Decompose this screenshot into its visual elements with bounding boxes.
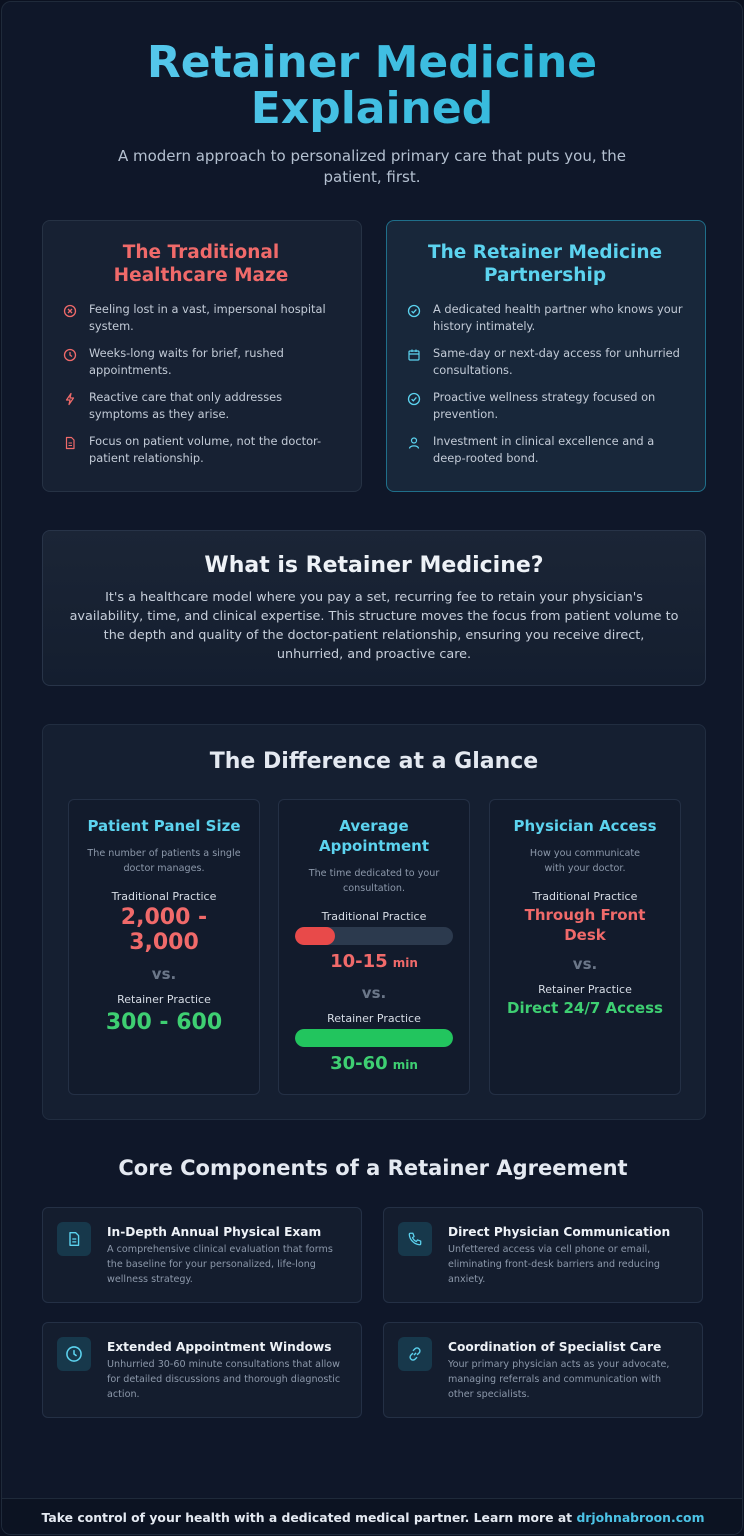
- core-item-text: A comprehensive clinical evaluation that…: [107, 1244, 333, 1285]
- appointment-trad-value: 10-15: [330, 951, 388, 972]
- core-item-text: Unfettered access via cell phone or emai…: [448, 1244, 660, 1285]
- retainer-item: Investment in clinical excellence and a …: [407, 433, 683, 467]
- retainer-item-text: Proactive wellness strategy focused on p…: [433, 390, 656, 421]
- traditional-item: Focus on patient volume, not the doctor-…: [63, 433, 339, 467]
- panel-ret-value: 300 - 600: [105, 1010, 223, 1035]
- appointment-ret-bar: [295, 1029, 453, 1047]
- panel-trad-value: 2,000 - 3,000: [120, 905, 208, 955]
- user-icon: [408, 437, 420, 449]
- document-icon: [65, 436, 75, 450]
- glance-section: The Difference at a Glance Patient Panel…: [42, 724, 706, 1120]
- clock-icon: [57, 1337, 91, 1371]
- core-item-body: Extended Appointment Windows Unhurried 3…: [107, 1337, 347, 1417]
- traditional-title: The Traditional Healthcare Maze: [113, 242, 289, 286]
- core-item-physical-exam: In-Depth Annual Physical Exam A comprehe…: [42, 1207, 362, 1303]
- appointment-vs: vs.: [361, 984, 387, 1002]
- core-item-extended-appointments: Extended Appointment Windows Unhurried 3…: [42, 1322, 362, 1418]
- core-title: Core Components of a Retainer Agreement: [118, 1156, 628, 1180]
- traditional-item: Feeling lost in a vast, impersonal hospi…: [63, 301, 339, 335]
- retainer-item: A dedicated health partner who knows you…: [407, 301, 683, 335]
- appointment-card: Average Appointment The time dedicated t…: [278, 799, 470, 1095]
- appointment-ret-readout: 30-60 min: [289, 1051, 459, 1076]
- lightning-icon: [65, 392, 75, 406]
- retainer-item: Same-day or next-day access for unhurrie…: [407, 345, 683, 379]
- appointment-ret-label: Retainer Practice: [327, 1012, 421, 1025]
- retainer-card: The Retainer Medicine Partnership A dedi…: [386, 220, 706, 492]
- traditional-item-text: Reactive care that only addresses sympto…: [89, 390, 283, 421]
- access-title: Physician Access: [513, 817, 657, 835]
- phone-icon: [398, 1222, 432, 1256]
- check-circle-icon: [407, 304, 421, 318]
- panel-ret-label: Retainer Practice: [117, 993, 211, 1006]
- core-item-title: Extended Appointment Windows: [107, 1340, 332, 1354]
- access-ret-value: Direct 24/7 Access: [507, 999, 663, 1017]
- access-vs: vs.: [572, 955, 598, 973]
- core-item-body: Coordination of Specialist Care Your pri…: [448, 1337, 688, 1417]
- definition-section: What is Retainer Medicine? It's a health…: [42, 530, 706, 686]
- definition-title: What is Retainer Medicine?: [204, 553, 544, 578]
- footer-text: Take control of your health with a dedic…: [41, 1510, 573, 1525]
- traditional-item: Reactive care that only addresses sympto…: [63, 389, 339, 423]
- panel-trad-label: Traditional Practice: [111, 890, 217, 903]
- panel-size-title: Patient Panel Size: [87, 817, 241, 835]
- footer-link[interactable]: drjohnabroon.com: [576, 1510, 705, 1525]
- core-item-title: Direct Physician Communication: [448, 1225, 671, 1239]
- retainer-item-text: A dedicated health partner who knows you…: [433, 302, 683, 333]
- traditional-item-text: Focus on patient volume, not the doctor-…: [89, 434, 322, 465]
- core-item-body: In-Depth Annual Physical Exam A comprehe…: [107, 1222, 347, 1302]
- page-title: Retainer Medicine Explained: [112, 40, 632, 132]
- access-trad-value: Through Front Desk: [524, 906, 646, 944]
- check-circle-icon: [407, 392, 421, 406]
- appointment-trad-label: Traditional Practice: [321, 910, 427, 923]
- panel-vs: vs.: [151, 965, 177, 983]
- retainer-item-text: Same-day or next-day access for unhurrie…: [433, 346, 680, 377]
- traditional-item: Weeks-long waits for brief, rushed appoi…: [63, 345, 339, 379]
- definition-body: It's a healthcare model where you pay a …: [69, 590, 679, 662]
- core-item-direct-communication: Direct Physician Communication Unfettere…: [383, 1207, 703, 1303]
- core-item-text: Your primary physician acts as your advo…: [448, 1359, 670, 1400]
- traditional-item-text: Weeks-long waits for brief, rushed appoi…: [89, 346, 284, 377]
- core-item-specialist-coordination: Coordination of Specialist Care Your pri…: [383, 1322, 703, 1418]
- access-card: Physician Access How you communicate wit…: [489, 799, 681, 1095]
- footer: Take control of your health with a dedic…: [2, 1498, 742, 1534]
- calendar-icon: [408, 349, 420, 361]
- appointment-title: Average Appointment: [318, 817, 430, 855]
- glance-title: The Difference at a Glance: [209, 749, 539, 774]
- clock-icon: [63, 348, 77, 362]
- appointment-ret-unit: min: [392, 1058, 418, 1072]
- appointment-desc: The time dedicated to your consultation.: [308, 868, 440, 894]
- appointment-trad-bar: [295, 927, 453, 945]
- access-ret-label: Retainer Practice: [538, 983, 632, 996]
- link-icon: [398, 1337, 432, 1371]
- core-item-title: In-Depth Annual Physical Exam: [107, 1225, 322, 1239]
- retainer-title: The Retainer Medicine Partnership: [427, 242, 663, 286]
- appointment-trad-bar-fill: [295, 927, 335, 945]
- panel-size-card: Patient Panel Size The number of patient…: [68, 799, 260, 1095]
- traditional-card: The Traditional Healthcare Maze Feeling …: [42, 220, 362, 492]
- page-subtitle: A modern approach to personalized primar…: [117, 147, 627, 186]
- core-item-text: Unhurried 30-60 minute consultations tha…: [107, 1359, 341, 1400]
- header: Retainer Medicine Explained A modern app…: [2, 2, 742, 188]
- appointment-ret-bar-fill: [295, 1029, 453, 1047]
- comparison-section: The Traditional Healthcare Maze Feeling …: [42, 220, 706, 492]
- core-item-title: Coordination of Specialist Care: [448, 1340, 662, 1354]
- appointment-ret-value: 30-60: [330, 1053, 388, 1074]
- retainer-item: Proactive wellness strategy focused on p…: [407, 389, 683, 423]
- access-trad-label: Traditional Practice: [532, 890, 638, 903]
- access-desc: How you communicate with your doctor.: [529, 848, 641, 874]
- traditional-item-text: Feeling lost in a vast, impersonal hospi…: [89, 302, 326, 333]
- retainer-item-text: Investment in clinical excellence and a …: [433, 434, 655, 465]
- document-icon: [57, 1222, 91, 1256]
- appointment-trad-unit: min: [392, 956, 418, 970]
- panel-size-desc: The number of patients a single doctor m…: [87, 848, 241, 874]
- core-item-body: Direct Physician Communication Unfettere…: [448, 1222, 688, 1302]
- x-circle-icon: [63, 304, 77, 318]
- appointment-trad-readout: 10-15 min: [289, 949, 459, 974]
